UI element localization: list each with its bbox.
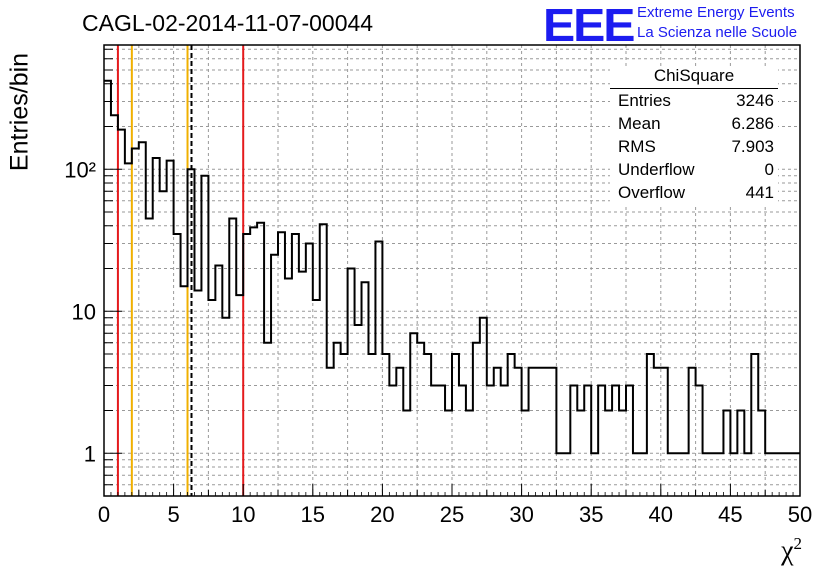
x-axis-label: χ2 — [781, 534, 802, 567]
x-tick-labels: 0 5 10 15 20 25 30 35 40 45 50 — [98, 502, 812, 527]
stats-title: ChiSquare — [610, 66, 778, 89]
plot-frame — [103, 44, 801, 497]
x-tick-label: 0 — [98, 502, 110, 527]
x-tick-label: 5 — [167, 502, 179, 527]
y-tick-label: 1 — [84, 441, 96, 466]
stat-label: RMS — [618, 137, 656, 156]
y-tick-label: 10² — [64, 157, 96, 182]
y-tick-labels: 1 10 10² — [64, 157, 96, 466]
y-axis-label: Entries/bin — [5, 52, 34, 172]
x-tick-label: 40 — [649, 502, 673, 527]
y-tick-label: 10 — [72, 299, 96, 324]
x-axis-label-symbol: χ — [781, 535, 794, 567]
stat-label: Underflow — [618, 160, 695, 179]
logo-line-2: La Scienza nelle Scuole — [637, 24, 798, 41]
x-tick-label: 30 — [509, 502, 533, 527]
x-axis-label-sup: 2 — [793, 534, 803, 553]
stat-value: 441 — [745, 183, 774, 202]
stat-row-underflow: Underflow 0 — [610, 160, 778, 183]
stat-row-entries: Entries 3246 — [610, 91, 778, 114]
eee-logo: EEE — [543, 0, 635, 51]
histogram-outline — [104, 79, 800, 455]
stat-value: 6.286 — [731, 114, 774, 133]
stat-value: 3246 — [736, 91, 774, 110]
stat-label: Mean — [618, 114, 661, 133]
stat-row-mean: Mean 6.286 — [610, 114, 778, 137]
stat-row-overflow: Overflow 441 — [610, 183, 778, 206]
stat-label: Entries — [618, 91, 671, 110]
x-tick-label: 15 — [301, 502, 325, 527]
stat-label: Overflow — [618, 183, 686, 202]
stat-value: 7.903 — [731, 137, 774, 156]
x-tick-label: 50 — [788, 502, 812, 527]
x-tick-label: 20 — [370, 502, 394, 527]
stats-box: ChiSquare Entries 3246 Mean 6.286 RMS 7.… — [610, 66, 778, 206]
stat-row-rms: RMS 7.903 — [610, 137, 778, 160]
x-tick-label: 25 — [440, 502, 464, 527]
stat-value: 0 — [764, 160, 774, 179]
chart-title: CAGL-02-2014-11-07-00044 — [82, 10, 374, 36]
x-tick-label: 45 — [718, 502, 742, 527]
logo-line-1: Extreme Energy Events — [637, 4, 795, 21]
x-tick-label: 10 — [231, 502, 255, 527]
x-tick-label: 35 — [579, 502, 603, 527]
